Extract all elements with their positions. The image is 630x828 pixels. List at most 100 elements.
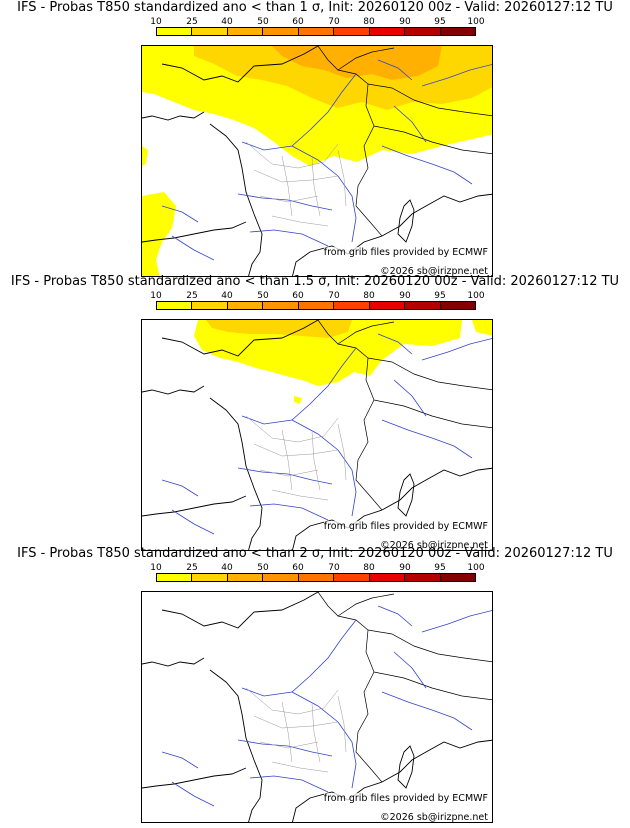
scale-swatch [334,574,370,581]
scale-swatch [192,28,228,35]
scale-label: 90 [399,17,411,27]
probability-area-light [142,192,176,276]
scale-label: 40 [221,291,233,301]
color-scale-bar [156,573,476,582]
scale-label: 60 [292,563,304,573]
scale-swatch [157,302,193,309]
scale-swatch [405,574,441,581]
source-credit: from grib files provided by ECMWF [323,521,488,532]
scale-label: 95 [434,563,446,573]
scale-swatch [298,28,335,35]
map-canvas [142,592,492,822]
scale-label: 50 [257,17,269,27]
scale-swatch [440,302,475,309]
rivers [161,59,492,261]
scale-swatch [405,302,441,309]
color-scale-labels: 10 25 40 50 60 70 80 90 95 100 [150,17,484,27]
panel-title: IFS - Probas T850 standardized ano < tha… [17,546,613,561]
scale-swatch [227,28,264,35]
country-borders [317,46,492,237]
scale-label: 80 [363,17,375,27]
country-borders [317,320,492,511]
scale-label: 95 [434,17,446,27]
scale-swatch [405,28,441,35]
scale-swatch [227,574,264,581]
scale-label: 25 [186,563,198,573]
scale-label: 100 [467,17,485,27]
scale-label: 10 [150,17,162,27]
scale-swatch [263,574,299,581]
scale-label: 80 [363,563,375,573]
probability-area-light [472,320,492,336]
scale-swatch [227,302,264,309]
scale-label: 25 [186,17,198,27]
map-frame: from grib files provided by ECMWF ©2026 … [141,591,493,823]
scale-swatch [334,302,370,309]
scale-label: 70 [328,291,340,301]
copyright-credit: ©2026 sb@irizpne.net [380,540,488,551]
scale-swatch [369,28,406,35]
map-frame: from grib files provided by ECMWF ©2026 … [141,45,493,277]
scale-label: 10 [150,291,162,301]
scale-swatch [440,574,475,581]
probability-area-mid [206,320,352,338]
map-canvas [142,320,492,550]
coastline [142,46,492,276]
scale-swatch [157,574,193,581]
scale-swatch [298,574,335,581]
map-panel-2-sigma: IFS - Probas T850 standardized ano < tha… [0,546,630,823]
country-borders [317,592,492,783]
scale-label: 90 [399,563,411,573]
scale-label: 60 [292,291,304,301]
scale-swatch [192,302,228,309]
scale-swatch [298,302,335,309]
coastline [142,320,492,550]
copyright-credit: ©2026 sb@irizpne.net [380,812,488,823]
source-credit: from grib files provided by ECMWF [323,793,488,804]
map-canvas [142,46,492,276]
rivers [161,605,492,807]
scale-label: 10 [150,563,162,573]
scale-swatch [263,302,299,309]
probability-area-strong [272,46,442,80]
color-scale-bar [156,301,476,310]
scale-label: 50 [257,563,269,573]
regional-borders [245,141,347,227]
scale-label: 100 [467,291,485,301]
scale-swatch [334,28,370,35]
regional-borders [245,415,347,501]
coastline [142,592,492,822]
rivers [161,333,492,535]
scale-swatch [369,302,406,309]
scale-swatch [369,574,406,581]
map-panel-1-sigma: IFS - Probas T850 standardized ano < tha… [0,0,630,277]
scale-label: 40 [221,563,233,573]
scale-label: 60 [292,17,304,27]
color-scale-labels: 10 25 40 50 60 70 80 90 95 100 [150,291,484,301]
probability-area-light [294,396,302,404]
color-scale-labels: 10 25 40 50 60 70 80 90 95 100 [150,563,484,573]
scale-label: 25 [186,291,198,301]
scale-label: 70 [328,563,340,573]
scale-label: 95 [434,291,446,301]
scale-label: 90 [399,291,411,301]
regional-borders [245,687,347,773]
scale-swatch [192,574,228,581]
scale-swatch [157,28,193,35]
panel-title: IFS - Probas T850 standardized ano < tha… [10,274,620,289]
scale-label: 40 [221,17,233,27]
corsica-island [397,199,415,243]
scale-swatch [263,28,299,35]
copyright-credit: ©2026 sb@irizpne.net [380,266,488,277]
scale-swatch [440,28,475,35]
corsica-island [397,745,415,789]
scale-label: 50 [257,291,269,301]
panel-title: IFS - Probas T850 standardized ano < tha… [17,0,613,15]
probability-area-light [194,320,462,386]
corsica-island [397,473,415,517]
map-panel-1-5-sigma: IFS - Probas T850 standardized ano < tha… [0,274,630,551]
scale-label: 100 [467,563,485,573]
probability-area-light [142,146,148,166]
scale-label: 80 [363,291,375,301]
map-frame: from grib files provided by ECMWF ©2026 … [141,319,493,551]
